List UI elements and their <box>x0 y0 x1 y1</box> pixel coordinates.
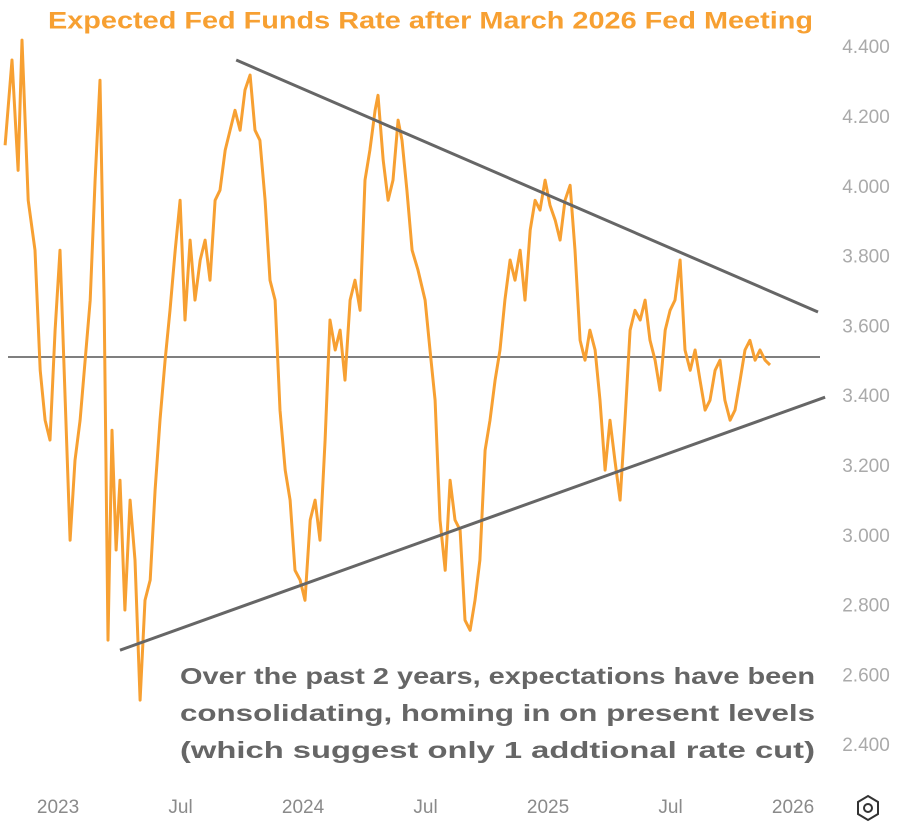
y-tick-label: 3.600 <box>842 316 890 337</box>
icon-dot[interactable] <box>863 803 873 813</box>
y-tick-label: 2.400 <box>842 735 890 756</box>
annotation: (which suggest only 1 addtional rate cut… <box>180 737 815 763</box>
trend-line <box>235 58 819 314</box>
x-tick-label: Jul <box>413 797 437 818</box>
y-tick-label: 3.200 <box>842 456 890 477</box>
y-tick-label: 4.400 <box>842 37 890 58</box>
x-tick-label: 2024 <box>282 797 325 818</box>
y-tick-label: 3.000 <box>842 526 890 547</box>
icon-hexagon[interactable] <box>857 794 879 822</box>
y-tick-label: 2.800 <box>842 596 890 617</box>
annotation: consolidating, homing in on present leve… <box>180 700 815 726</box>
chart-title: Expected Fed Funds Rate after March 2026… <box>48 7 813 34</box>
x-tick-label: Jul <box>658 797 682 818</box>
annotation: Over the past 2 years, expectations have… <box>180 663 815 689</box>
data-line <box>3 38 772 702</box>
y-tick-label: 4.200 <box>842 107 890 128</box>
x-tick-label: 2023 <box>37 797 79 818</box>
y-tick-label: 3.400 <box>842 386 890 407</box>
y-tick-label: 2.600 <box>842 665 890 686</box>
trend-line <box>119 395 826 652</box>
y-tick-label: 4.000 <box>842 177 890 198</box>
settings-icon[interactable] <box>857 794 879 822</box>
y-tick-label: 3.800 <box>842 247 890 268</box>
x-tick-label: Jul <box>168 797 192 818</box>
x-tick-label: 2025 <box>527 797 569 818</box>
x-tick-label: 2026 <box>772 797 814 818</box>
